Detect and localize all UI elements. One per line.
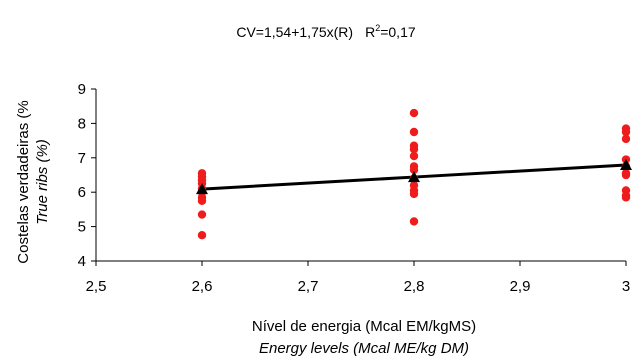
observed-point: [197, 231, 207, 240]
fitted-marker: [408, 171, 420, 183]
y-tick-label: 8: [78, 115, 86, 132]
observed-point: [409, 151, 419, 161]
y-tick-label: 5: [78, 219, 86, 236]
fitted-markers: [196, 159, 632, 195]
observed-point: [409, 145, 419, 154]
observed-point: [621, 134, 631, 144]
observed-point: [409, 165, 419, 175]
axes: [91, 88, 627, 266]
x-tick-label: 2,5: [86, 278, 107, 295]
x-tick-label: 2,7: [298, 278, 319, 295]
x-axis-label: Nível de energia (Mcal EM/kgMS): [252, 318, 476, 335]
x-tick-label: 3: [622, 278, 630, 295]
observed-point: [621, 170, 631, 180]
x-tick-label: 2,9: [510, 278, 531, 295]
y-tick-label: 6: [78, 184, 86, 201]
y-tick-label: 7: [78, 150, 86, 167]
x-axis-label-english: Energy levels (Mcal ME/kg DM): [259, 340, 469, 357]
y-tick-label: 4: [78, 253, 86, 270]
observed-point: [621, 127, 631, 137]
observed-point: [197, 210, 207, 219]
y-axis-label: Costelas verdadeiras (%: [15, 100, 32, 263]
fitted-marker: [196, 183, 208, 195]
observed-point: [621, 193, 631, 202]
observed-point: [409, 217, 419, 226]
observed-point: [409, 127, 419, 137]
y-axis-label-english: True ribs (%): [34, 139, 51, 225]
observed-point: [409, 189, 419, 199]
observed-point: [197, 196, 207, 205]
y-tick-label: 9: [78, 81, 86, 98]
fitted-marker: [620, 159, 632, 171]
observed-point: [409, 108, 419, 118]
chart-equation: CV=1,54+1,75x(R) R2=0,17: [236, 23, 416, 40]
x-tick-label: 2,6: [192, 278, 213, 295]
tick-labels: 4 5 6 7 8 9 2,5 2,6 2,7 2,8 2,9 3: [78, 81, 631, 295]
x-tick-label: 2,8: [404, 278, 425, 295]
